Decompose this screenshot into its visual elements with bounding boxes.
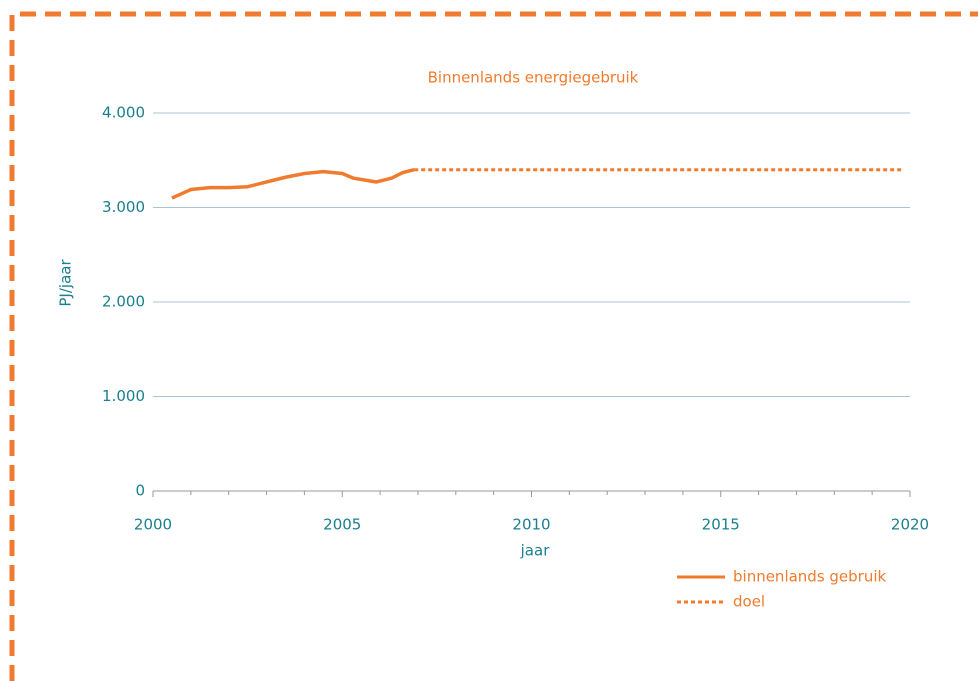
y-tick-label: 1.000	[102, 387, 145, 405]
y-axis-label: PJ/jaar	[57, 259, 75, 307]
data-line	[171, 168, 415, 200]
x-tick-label: 2015	[702, 516, 740, 534]
legend-label: doel	[733, 593, 765, 611]
x-tick-label: 2010	[512, 516, 550, 534]
frame-border	[9, 11, 978, 681]
x-tick-label: 2005	[323, 516, 361, 534]
y-tick-label: 4.000	[102, 104, 145, 122]
x-tick-label: 2020	[891, 516, 929, 534]
x-axis-label: jaar	[520, 542, 551, 560]
x-tick-label: 2000	[134, 516, 172, 534]
chart-title: Binnenlands energiegebruik	[428, 69, 639, 87]
y-tick-label: 2.000	[102, 293, 145, 311]
y-tick-label: 0	[135, 482, 145, 500]
legend-label: binnenlands gebruik	[733, 568, 887, 586]
y-tick-label: 3.000	[102, 198, 145, 216]
